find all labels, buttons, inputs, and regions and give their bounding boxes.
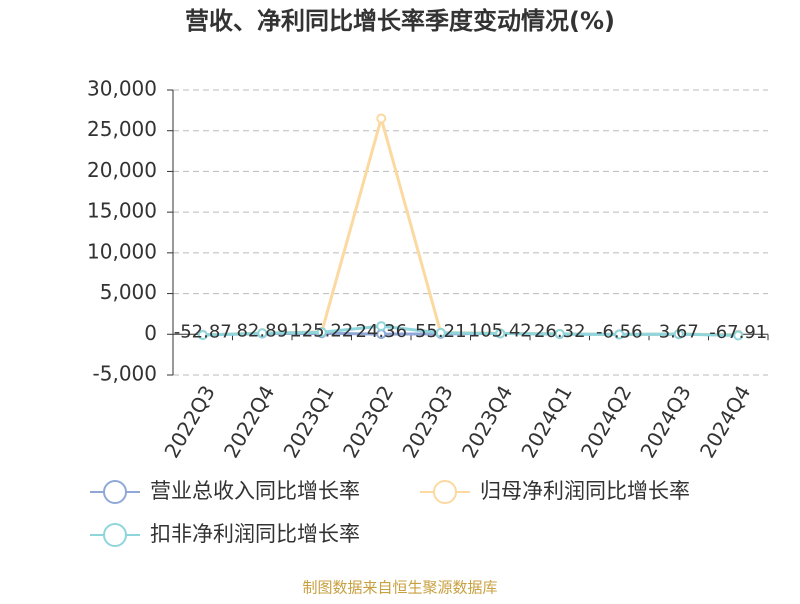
legend-marker: [103, 523, 127, 547]
data-label: 3.67: [659, 321, 699, 342]
data-point: [197, 330, 208, 341]
y-tick-label: 30,000: [87, 77, 157, 101]
data-label: 82.89: [236, 321, 288, 342]
data-label: 125.22: [290, 320, 353, 341]
x-tick-label: 2023Q3: [397, 381, 457, 462]
y-tick-label: 0: [144, 321, 157, 345]
data-point: [376, 113, 387, 124]
data-point: [733, 330, 744, 341]
legend-label: 扣非净利润同比增长率: [150, 522, 360, 546]
y-tick-label: 25,000: [87, 117, 157, 141]
y-tick-label: -5,000: [93, 362, 157, 386]
x-tick-label: 2024Q3: [635, 381, 695, 462]
data-point: [495, 328, 506, 339]
x-tick-label: 2024Q4: [695, 381, 755, 462]
x-tick-label: 2023Q4: [457, 381, 517, 462]
series-line: [202, 324, 739, 338]
y-tick-label: 10,000: [87, 239, 157, 263]
data-label: -6.56: [596, 321, 643, 342]
data-label: 55.21: [415, 321, 467, 342]
chart-title: 营收、净利同比增长率季度变动情况(%): [185, 7, 615, 35]
data-point: [614, 329, 625, 340]
legend-marker: [433, 480, 457, 504]
data-point: [257, 328, 268, 339]
source-note: 制图数据来自恒生聚源数据库: [302, 579, 497, 597]
x-tick-label: 2023Q2: [338, 381, 398, 462]
series-line: [202, 112, 739, 337]
legend-label: 归母净利润同比增长率: [480, 479, 690, 503]
data-point: [376, 321, 387, 332]
x-tick-label: 2022Q4: [219, 381, 279, 462]
x-tick-label: 2023Q1: [278, 381, 338, 462]
data-point: [554, 328, 565, 339]
data-point: [435, 327, 446, 338]
legend-label: 营业总收入同比增长率: [150, 479, 360, 503]
x-tick-label: 2024Q2: [576, 381, 636, 462]
y-tick-label: 15,000: [87, 199, 157, 223]
data-label: 105.42: [469, 320, 532, 341]
y-tick-label: 5,000: [100, 280, 157, 304]
data-label: -52.87: [174, 322, 232, 343]
y-tick-label: 20,000: [87, 158, 157, 182]
data-label: 26.32: [534, 321, 586, 342]
legend-marker: [103, 480, 127, 504]
data-label: 24.36: [355, 321, 407, 342]
data-point: [316, 327, 327, 338]
data-label: -67.91: [709, 322, 767, 343]
x-tick-label: 2024Q1: [516, 381, 576, 462]
data-point: [673, 329, 684, 340]
x-tick-label: 2022Q3: [159, 381, 219, 462]
